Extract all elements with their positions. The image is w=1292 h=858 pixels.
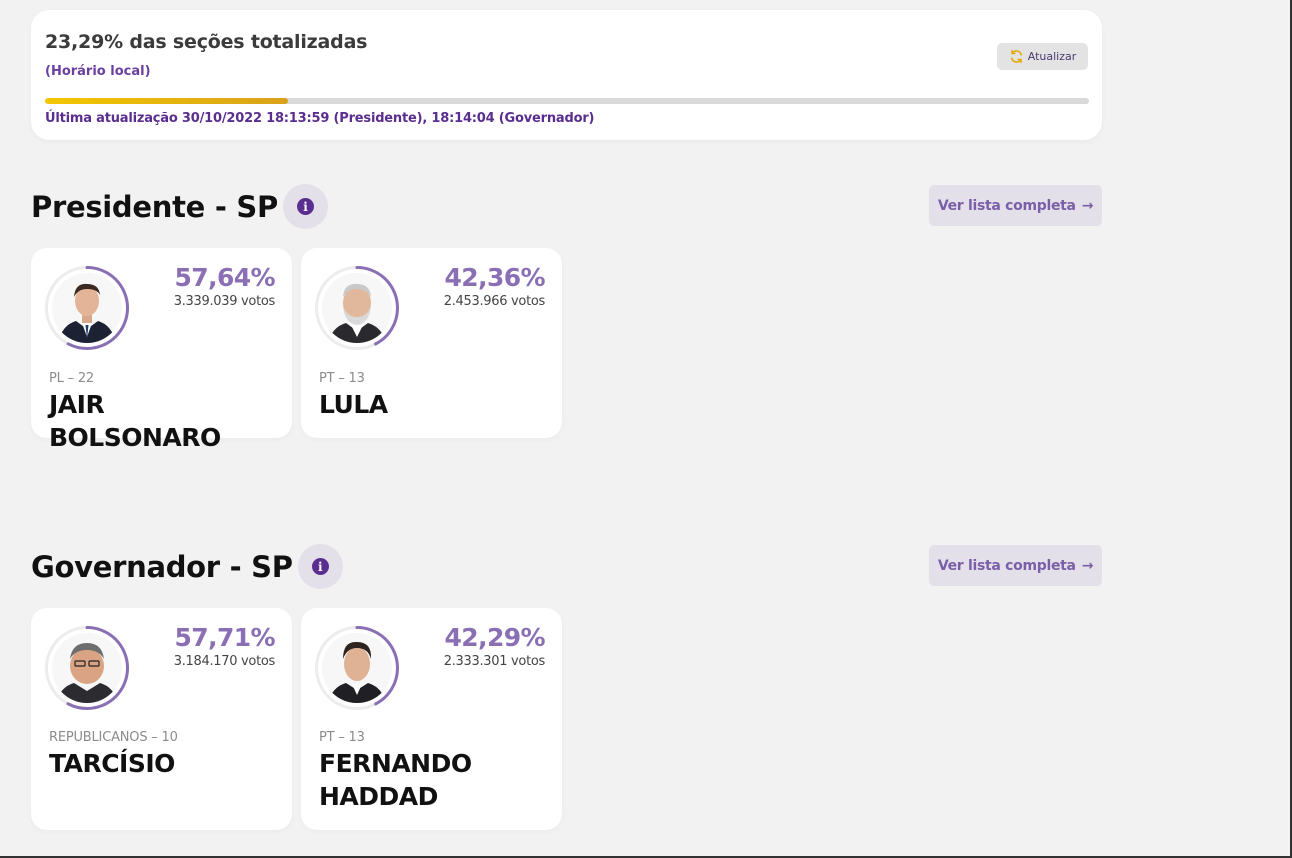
arrow-right-icon: → <box>1081 197 1094 214</box>
candidate-avatar <box>314 625 400 711</box>
candidate-avatar <box>314 265 400 351</box>
info-button[interactable]: i <box>282 184 328 229</box>
candidate-photo <box>52 273 122 343</box>
candidate-photo <box>52 633 122 703</box>
info-icon: i <box>296 198 314 215</box>
window-frame-right <box>1290 0 1292 858</box>
candidate-name: JAIR BOLSONARO <box>49 390 221 452</box>
section-title-text: Governador - SP <box>31 549 293 584</box>
party-number: REPUBLICANOS – 10 <box>49 730 178 745</box>
last-update-text: Última atualização 30/10/2022 18:13:59 (… <box>45 111 595 126</box>
candidate-card-bolsonaro[interactable]: 57,64% 3.339.039 votos PL – 22 JAIR BOLS… <box>31 248 292 452</box>
vote-share-ring <box>45 266 129 350</box>
see-full-list-label: Ver lista completa <box>937 557 1076 574</box>
local-time-note: (Horário local) <box>45 64 151 79</box>
vote-share-ring <box>315 266 399 350</box>
candidate-name: TARCÍSIO <box>49 749 175 778</box>
candidate-name: FERNANDO HADDAD <box>319 749 472 811</box>
vote-count: 3.184.170 votos <box>173 654 276 669</box>
window-frame-bottom <box>0 856 1292 858</box>
totalization-title: 23,29% das seções totalizadas <box>45 31 368 53</box>
candidate-photo <box>322 633 392 703</box>
section-title-governador: Governador - SP i <box>31 544 343 589</box>
candidate-avatar <box>44 625 130 711</box>
vote-percentage: 57,71% <box>174 623 275 652</box>
info-icon: i <box>311 558 329 575</box>
party-number: PT – 13 <box>319 730 365 745</box>
candidate-avatar <box>44 265 130 351</box>
candidate-card-tarcisio[interactable]: 57,71% 3.184.170 votos REPUBLICANOS – 10… <box>31 608 292 830</box>
totalization-progress-fill <box>45 98 289 104</box>
section-title-text: Presidente - SP <box>31 189 278 224</box>
candidate-name: LULA <box>319 390 388 419</box>
vote-count: 2.333.301 votos <box>443 654 546 669</box>
section-title-presidente: Presidente - SP i <box>31 184 328 229</box>
vote-share-ring <box>45 626 129 710</box>
party-number: PL – 22 <box>49 371 94 386</box>
vote-percentage: 42,36% <box>444 263 545 292</box>
refresh-label: Atualizar <box>1027 50 1077 63</box>
vote-percentage: 42,29% <box>444 623 545 652</box>
vote-share-ring <box>315 626 399 710</box>
candidate-card-haddad[interactable]: 42,29% 2.333.301 votos PT – 13 FERNANDO … <box>301 608 562 830</box>
refresh-button[interactable]: Atualizar <box>997 43 1088 70</box>
vote-count: 2.453.966 votos <box>443 294 546 309</box>
refresh-icon <box>1010 49 1022 64</box>
see-full-list-button-governador[interactable]: Ver lista completa → <box>929 545 1102 586</box>
totalization-status-card: 23,29% das seções totalizadas (Horário l… <box>31 10 1102 140</box>
candidate-card-lula[interactable]: 42,36% 2.453.966 votos PT – 13 LULA <box>301 248 562 438</box>
see-full-list-button-presidente[interactable]: Ver lista completa → <box>929 185 1102 226</box>
arrow-right-icon: → <box>1081 557 1094 574</box>
vote-percentage: 57,64% <box>174 263 275 292</box>
info-button[interactable]: i <box>297 544 343 589</box>
candidate-photo <box>322 273 392 343</box>
vote-count: 3.339.039 votos <box>173 294 276 309</box>
party-number: PT – 13 <box>319 371 365 386</box>
totalization-progress-bar <box>45 98 1089 104</box>
see-full-list-label: Ver lista completa <box>937 197 1076 214</box>
